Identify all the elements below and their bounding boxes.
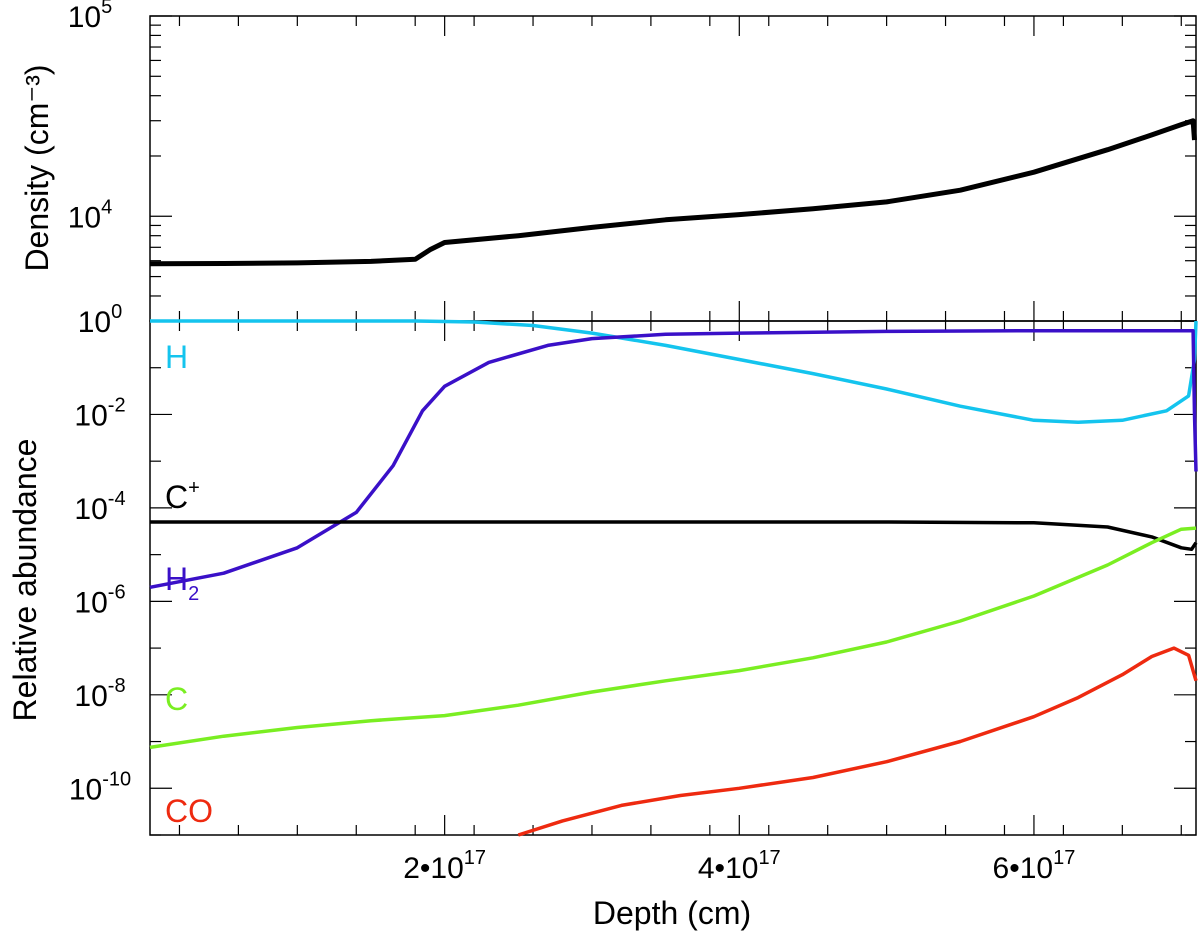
density-series-line [149,118,1197,267]
depth-axis-title: Depth (cm) [593,895,751,931]
abundance-series-line-c [149,526,1197,750]
series-label-h: H [165,339,188,375]
abundance-tick-label: 10-10 [69,768,131,806]
abundance-axis-title: Relative abundance [7,439,43,722]
series-label-h2: H2 [165,561,199,605]
density-tick-label: 105 [68,0,113,34]
abundance-series-line-h2 [149,328,1198,590]
density-tick-label: 104 [68,196,113,234]
abundance-tick-label: 10-2 [74,394,125,432]
depth-tick-label: 2•1017 [403,847,486,885]
abundance-series-line-co [517,646,1198,837]
abundance-series-line-c-plus [150,520,1198,552]
abundance-panel: 100 10-2 10-4 10-6 10-8 10-10 2•1017 4•1017 6•10… [7,301,1198,931]
abundance-series-group [149,319,1198,837]
density-series-group [149,118,1197,267]
abundance-tick-label: 10-6 [74,581,125,619]
abundance-tick-label: 10-8 [74,675,125,713]
density-panel: 104 105 Density (cm⁻³) [19,0,1197,322]
abundance-plot-frame [149,320,1197,836]
depth-tick-label: 6•1017 [993,847,1076,885]
series-label-co: CO [165,793,213,829]
density-axis-ticks: 104 105 [68,0,1196,322]
series-label-c: C [165,681,188,717]
abundance-series-line-h [150,319,1198,425]
series-label-c-plus: C+ [165,477,200,515]
abundance-series-labels: H H2 C+ C CO [165,339,213,829]
density-axis-title: Density (cm⁻³) [19,64,55,271]
abundance-tick-label: 100 [78,301,123,339]
density-axis-title-text: Density (cm⁻³) [19,64,55,271]
abundance-tick-label: 10-4 [74,488,125,526]
depth-tick-label: 4•1017 [698,847,781,885]
abundance-axis-ticks: 100 10-2 10-4 10-6 10-8 10-10 2•1017 4•1017 6•10… [69,301,1196,885]
